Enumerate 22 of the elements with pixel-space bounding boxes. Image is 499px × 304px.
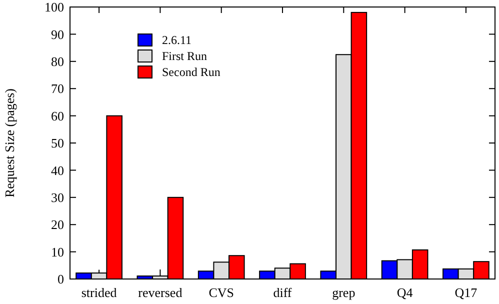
y-tick-label: 60 (51, 108, 64, 124)
x-tick-label: reversed (138, 285, 183, 300)
y-tick-label: 50 (51, 136, 64, 151)
y-axis-title: Request Size (pages) (2, 88, 17, 198)
y-tick-label: 90 (51, 26, 64, 42)
x-tick-label: Q4 (396, 285, 414, 300)
x-tick-label: CVS (208, 285, 234, 300)
y-tick-label: 70 (51, 81, 64, 96)
y-tick-label: 30 (51, 190, 64, 205)
x-tick-label: Q17 (454, 285, 478, 300)
y-tick-label: 80 (51, 54, 64, 69)
x-tick-label: grep (332, 285, 356, 300)
y-tick-label: 40 (51, 162, 64, 178)
x-tick-label: diff (273, 285, 292, 300)
legend-label: First Run (162, 49, 208, 64)
legend-label: Second Run (162, 65, 220, 80)
y-tick-label: 20 (51, 217, 64, 232)
x-tick-label: strided (81, 285, 118, 300)
y-tick-label: 0 (58, 272, 64, 287)
y-tick-label: 100 (44, 0, 64, 15)
legend-label: 2.6.11 (162, 33, 192, 48)
y-tick-label: 10 (51, 244, 64, 260)
